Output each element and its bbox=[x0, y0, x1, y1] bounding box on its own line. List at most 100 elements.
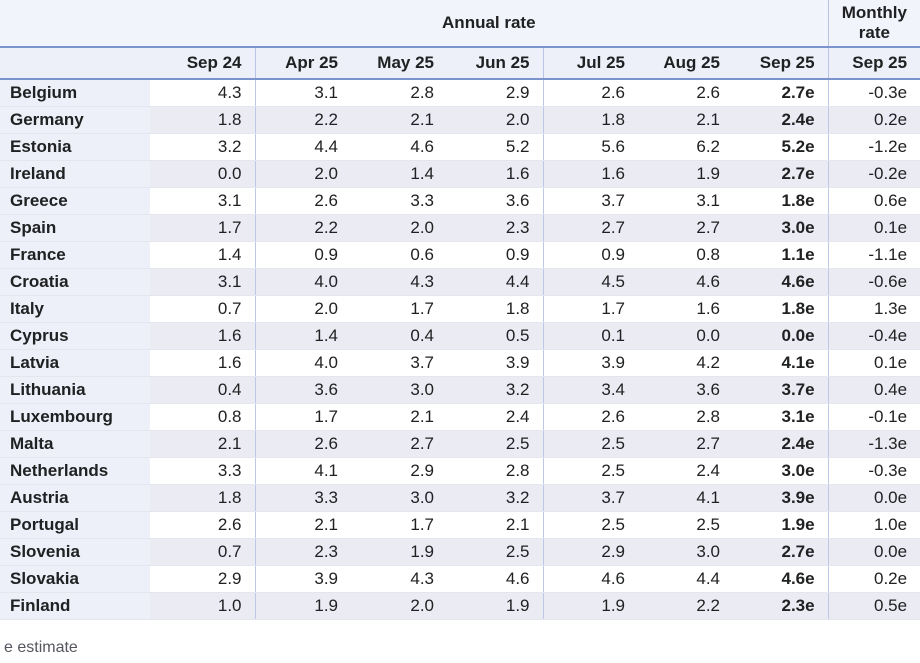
annual-rate-cell: 4.2 bbox=[638, 349, 733, 377]
monthly-rate-group-header: Monthly rate bbox=[827, 0, 920, 48]
country-cell: Cyprus bbox=[0, 322, 150, 350]
table-row: Ireland 0.0 2.0 1.4 1.6 1.6 1.9 2.7e -0.2e bbox=[0, 160, 920, 188]
monthly-rate-cell: -0.2e bbox=[827, 160, 920, 188]
annual-rate-cell: 2.2 bbox=[254, 106, 351, 134]
annual-rate-cell: 2.5 bbox=[542, 430, 638, 458]
annual-rate-cell: 2.1 bbox=[351, 403, 447, 431]
table-row: France 1.4 0.9 0.6 0.9 0.9 0.8 1.1e -1.1e bbox=[0, 241, 920, 269]
country-cell: Slovenia bbox=[0, 538, 150, 566]
table-body: Belgium 4.3 3.1 2.8 2.9 2.6 2.6 2.7e -0.3e German… bbox=[0, 79, 920, 620]
annual-rate-cell: 2.1 bbox=[254, 511, 351, 539]
annual-rate-cell: 1.8 bbox=[150, 484, 255, 512]
annual-rate-cell: 3.9 bbox=[447, 349, 543, 377]
country-cell: Italy bbox=[0, 295, 150, 323]
annual-rate-cell: 3.9e bbox=[733, 484, 829, 512]
annual-rate-cell: 1.9 bbox=[638, 160, 733, 188]
annual-rate-cell: 0.6 bbox=[351, 241, 447, 269]
table-row: Portugal 2.6 2.1 1.7 2.1 2.5 2.5 1.9e 1.0e bbox=[0, 511, 920, 539]
annual-rate-cell: 1.6 bbox=[150, 322, 255, 350]
table-row: Slovenia 0.7 2.3 1.9 2.5 2.9 3.0 2.7e 0.0e bbox=[0, 538, 920, 566]
table-row: Cyprus 1.6 1.4 0.4 0.5 0.1 0.0 0.0e -0.4e bbox=[0, 322, 920, 350]
annual-rate-cell: 1.9e bbox=[733, 511, 829, 539]
monthly-rate-cell: -0.1e bbox=[827, 403, 920, 431]
annual-rate-cell: 2.3e bbox=[733, 592, 829, 620]
annual-rate-cell: 4.4 bbox=[638, 565, 733, 593]
annual-rate-cell: 3.6 bbox=[638, 376, 733, 404]
annual-rate-cell: 2.4e bbox=[733, 106, 829, 134]
annual-rate-cell: 2.7 bbox=[638, 430, 733, 458]
annual-rate-cell: 1.9 bbox=[447, 592, 543, 620]
annual-rate-cell: 3.3 bbox=[254, 484, 351, 512]
annual-rate-cell: 2.1 bbox=[150, 430, 255, 458]
annual-rate-cell: 3.7e bbox=[733, 376, 829, 404]
annual-rate-cell: 0.1 bbox=[542, 322, 638, 350]
table-row: Spain 1.7 2.2 2.0 2.3 2.7 2.7 3.0e 0.1e bbox=[0, 214, 920, 242]
annual-rate-cell: 1.6 bbox=[542, 160, 638, 188]
annual-rate-cell: 1.6 bbox=[447, 160, 543, 188]
country-cell: Ireland bbox=[0, 160, 150, 188]
annual-rate-cell: 2.7 bbox=[638, 214, 733, 242]
column-header-apr25: Apr 25 bbox=[254, 47, 351, 80]
annual-rate-cell: 3.1 bbox=[638, 187, 733, 215]
annual-rate-cell: 3.1e bbox=[733, 403, 829, 431]
monthly-rate-cell: -0.3e bbox=[827, 457, 920, 485]
annual-rate-cell: 2.9 bbox=[447, 79, 543, 107]
annual-rate-cell: 2.3 bbox=[447, 214, 543, 242]
annual-rate-group-header: Annual rate bbox=[150, 0, 829, 48]
monthly-rate-cell: 1.0e bbox=[827, 511, 920, 539]
annual-rate-cell: 3.1 bbox=[150, 187, 255, 215]
annual-rate-cell: 3.1 bbox=[150, 268, 255, 296]
country-cell: Greece bbox=[0, 187, 150, 215]
annual-rate-cell: 2.6 bbox=[254, 430, 351, 458]
country-cell: Lithuania bbox=[0, 376, 150, 404]
estimate-footnote: e estimate bbox=[4, 639, 78, 656]
annual-rate-cell: 4.1e bbox=[733, 349, 829, 377]
annual-rate-cell: 2.7 bbox=[351, 430, 447, 458]
country-cell: Malta bbox=[0, 430, 150, 458]
annual-rate-cell: 2.1 bbox=[638, 106, 733, 134]
group-header-spacer bbox=[0, 0, 150, 48]
column-header-row: Sep 24 Apr 25 May 25 Jun 25 Jul 25 Aug 2… bbox=[0, 47, 920, 80]
annual-rate-cell: 0.7 bbox=[150, 295, 255, 323]
annual-rate-cell: 4.3 bbox=[150, 79, 255, 107]
annual-rate-cell: 2.9 bbox=[351, 457, 447, 485]
annual-rate-cell: 4.6 bbox=[638, 268, 733, 296]
annual-rate-cell: 4.6 bbox=[447, 565, 543, 593]
annual-rate-cell: 2.8 bbox=[447, 457, 543, 485]
annual-rate-cell: 1.7 bbox=[351, 511, 447, 539]
annual-rate-cell: 1.8 bbox=[150, 106, 255, 134]
annual-rate-cell: 4.1 bbox=[638, 484, 733, 512]
annual-rate-cell: 2.8 bbox=[351, 79, 447, 107]
table-row: Malta 2.1 2.6 2.7 2.5 2.5 2.7 2.4e -1.3e bbox=[0, 430, 920, 458]
column-header-sep25-annual: Sep 25 bbox=[733, 47, 829, 80]
annual-rate-cell: 2.4 bbox=[638, 457, 733, 485]
annual-rate-cell: 2.9 bbox=[542, 538, 638, 566]
country-cell: Estonia bbox=[0, 133, 150, 161]
annual-rate-cell: 2.7e bbox=[733, 79, 829, 107]
annual-rate-cell: 2.5 bbox=[542, 457, 638, 485]
annual-rate-cell: 1.9 bbox=[542, 592, 638, 620]
annual-rate-cell: 3.0 bbox=[351, 484, 447, 512]
annual-rate-cell: 1.7 bbox=[542, 295, 638, 323]
annual-rate-cell: 1.9 bbox=[351, 538, 447, 566]
annual-rate-cell: 1.7 bbox=[351, 295, 447, 323]
annual-rate-cell: 3.2 bbox=[447, 484, 543, 512]
annual-rate-cell: 0.8 bbox=[150, 403, 255, 431]
annual-rate-cell: 1.9 bbox=[254, 592, 351, 620]
annual-rate-cell: 1.6 bbox=[150, 349, 255, 377]
annual-rate-cell: 3.0 bbox=[351, 376, 447, 404]
column-header-jul25: Jul 25 bbox=[542, 47, 638, 80]
annual-rate-cell: 3.2 bbox=[447, 376, 543, 404]
annual-rate-cell: 2.0 bbox=[254, 295, 351, 323]
monthly-rate-cell: -1.2e bbox=[827, 133, 920, 161]
annual-rate-cell: 5.2 bbox=[447, 133, 543, 161]
annual-rate-cell: 0.0e bbox=[733, 322, 829, 350]
table-row: Slovakia 2.9 3.9 4.3 4.6 4.6 4.4 4.6e 0.2e bbox=[0, 565, 920, 593]
country-cell: Germany bbox=[0, 106, 150, 134]
country-cell: Finland bbox=[0, 592, 150, 620]
annual-rate-cell: 3.7 bbox=[542, 187, 638, 215]
annual-rate-cell: 4.6e bbox=[733, 565, 829, 593]
annual-rate-cell: 6.2 bbox=[638, 133, 733, 161]
annual-rate-cell: 0.9 bbox=[542, 241, 638, 269]
annual-rate-cell: 2.8 bbox=[638, 403, 733, 431]
